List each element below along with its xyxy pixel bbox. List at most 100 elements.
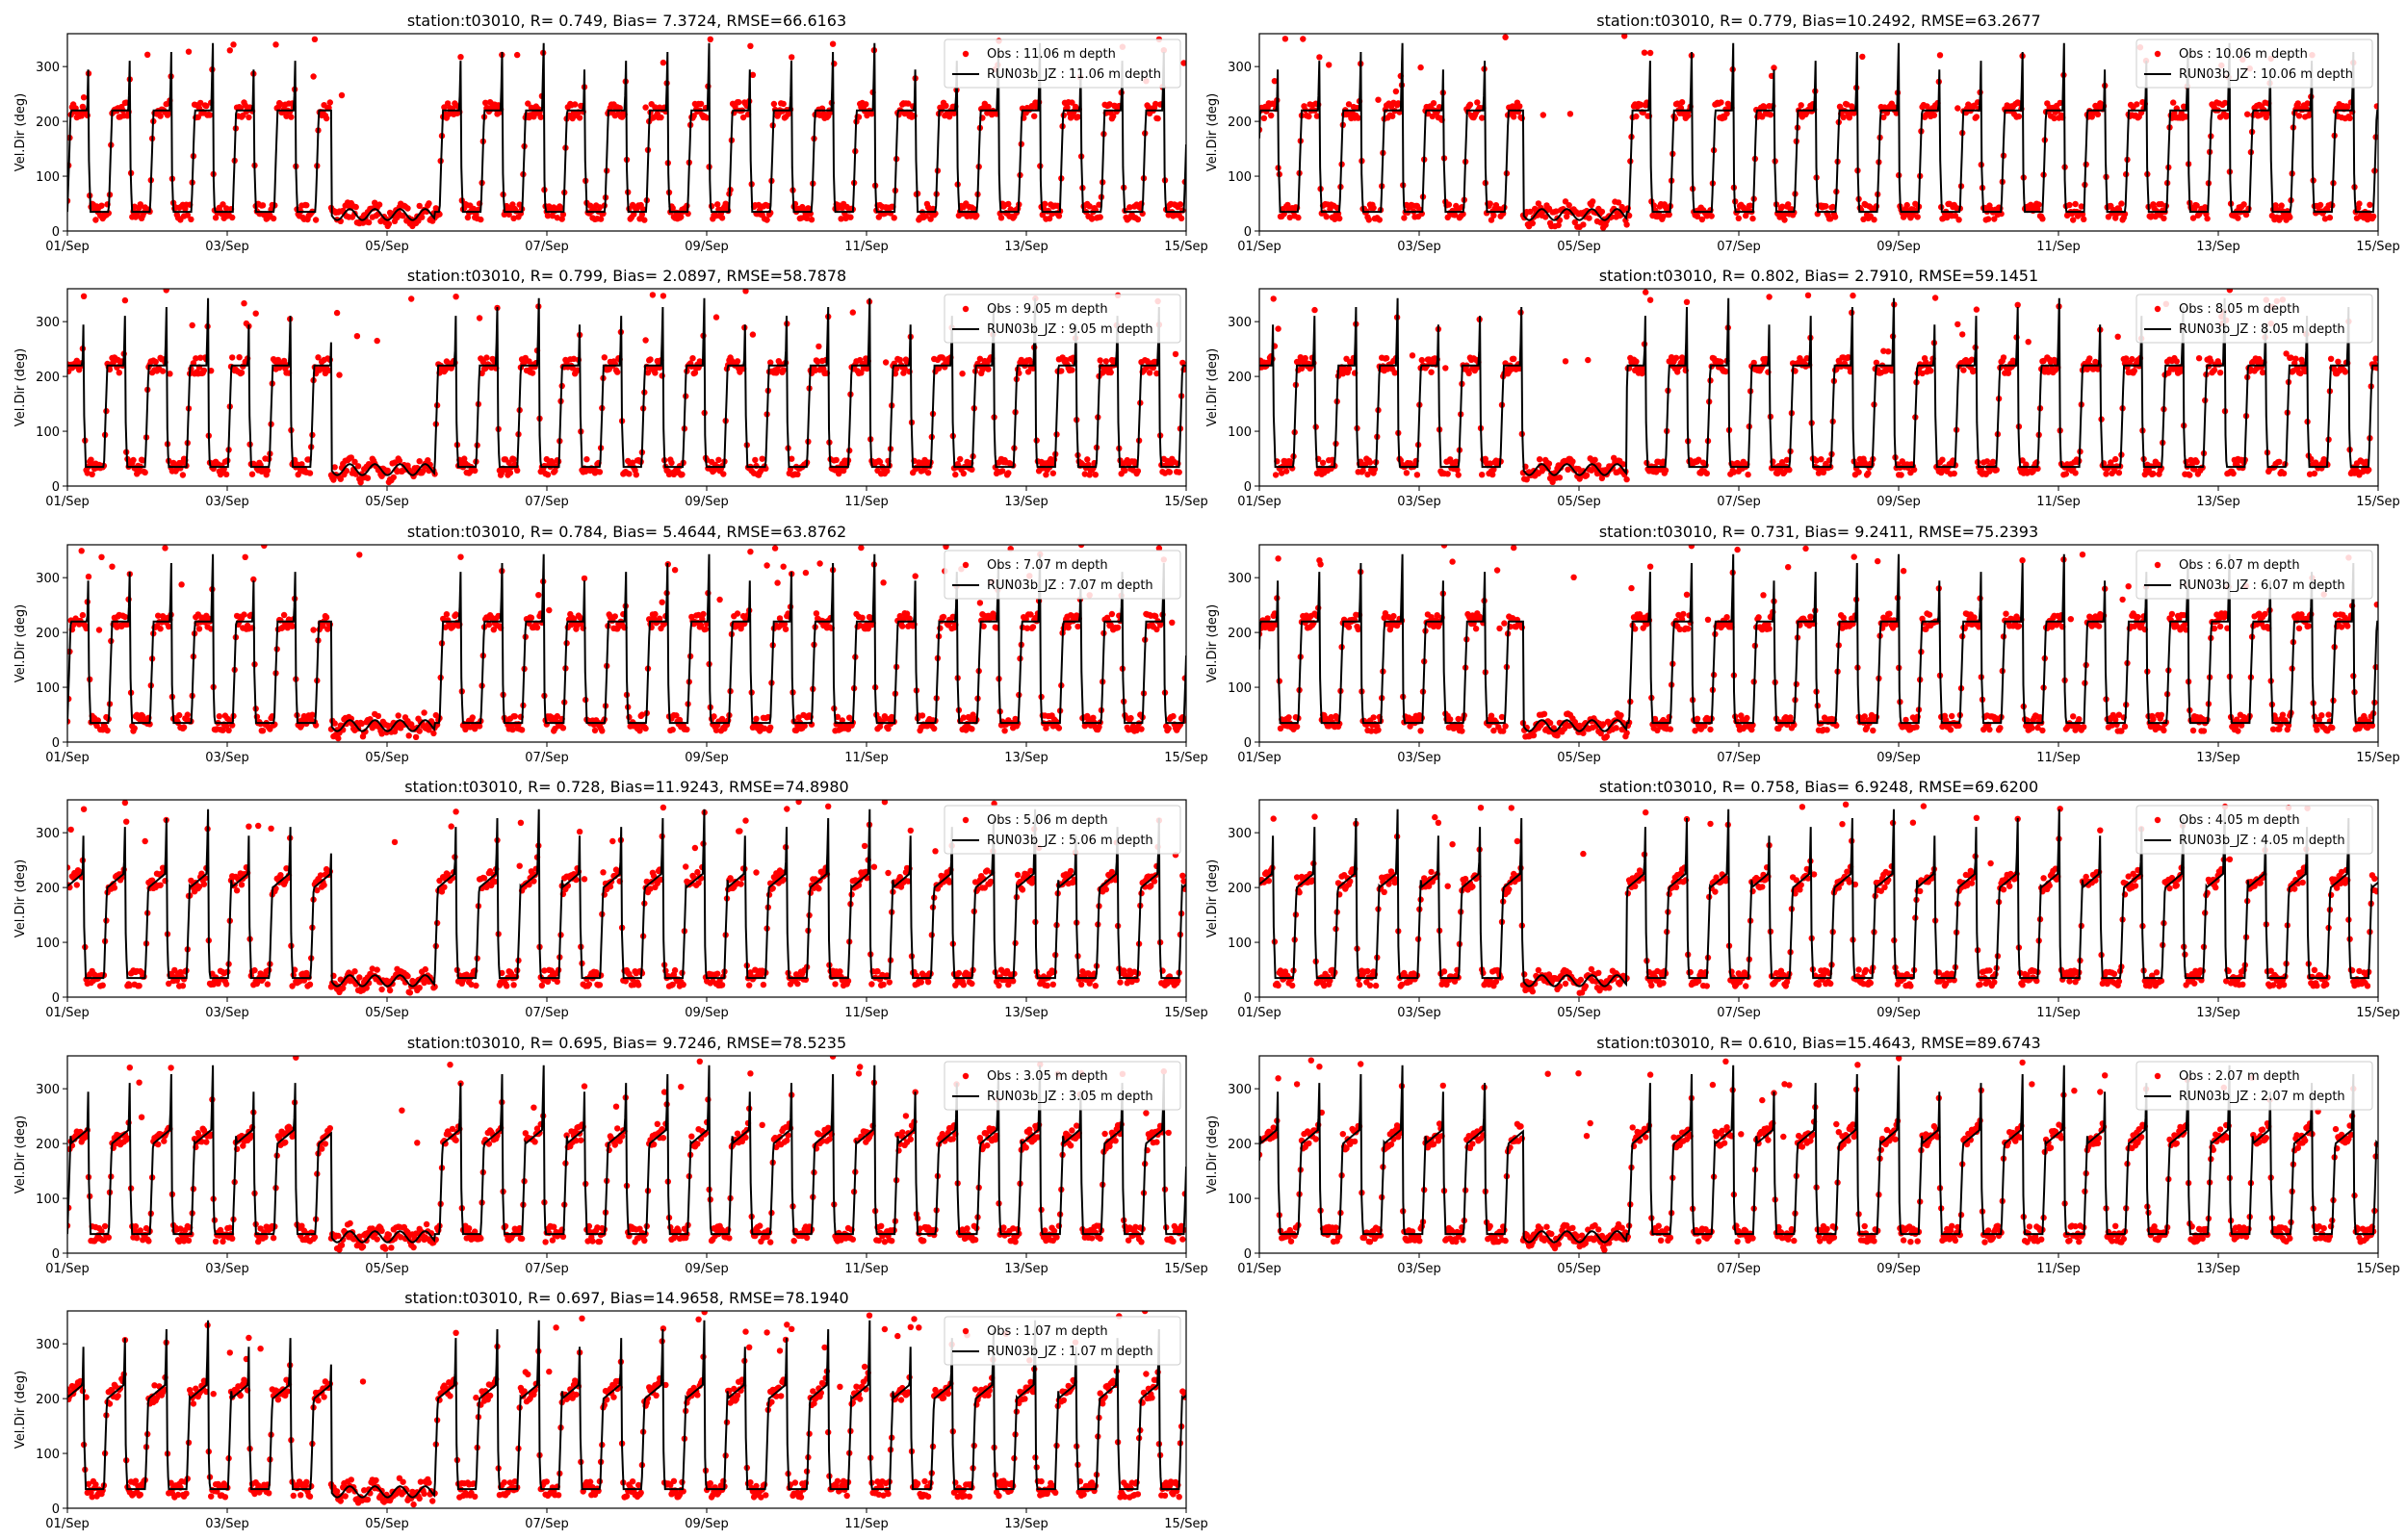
obs-point: [163, 289, 169, 294]
obs-point: [905, 100, 912, 107]
obs-point: [419, 214, 426, 220]
obs-point: [1885, 348, 1892, 355]
obs-point: [1566, 111, 1574, 117]
obs-point: [652, 610, 659, 618]
obs-point: [1781, 217, 1788, 223]
obs-point: [358, 720, 365, 727]
obs-point: [1641, 49, 1648, 56]
obs-point: [1735, 215, 1743, 221]
obs-point: [1844, 101, 1851, 108]
obs-point: [2070, 217, 2077, 223]
obs-point: [597, 216, 605, 222]
obs-point: [195, 626, 203, 632]
obs-point: [1903, 201, 1910, 209]
obs-point: [574, 367, 581, 373]
obs-point: [1153, 626, 1160, 633]
obs-point: [985, 366, 992, 372]
obs-point: [1931, 295, 1939, 301]
obs-point: [509, 726, 516, 733]
obs-point: [1623, 475, 1630, 483]
obs-point: [374, 337, 380, 345]
obs-point: [222, 205, 230, 212]
obs-point: [638, 711, 646, 718]
obs-point: [923, 723, 931, 730]
y-tick-label: 200: [1228, 371, 1252, 385]
obs-point: [1465, 370, 1472, 376]
obs-point: [557, 204, 564, 212]
obs-point: [1282, 468, 1290, 475]
obs-point: [391, 459, 399, 466]
obs-point: [1102, 358, 1110, 365]
obs-point: [1264, 615, 1271, 622]
obs-point: [697, 100, 705, 108]
obs-point: [753, 715, 760, 722]
obs-point: [1392, 88, 1400, 95]
obs-point: [2297, 370, 2304, 377]
obs-point: [472, 467, 479, 475]
obs-point: [2072, 470, 2079, 476]
obs-point: [1114, 624, 1122, 631]
model-series-line: [1259, 297, 2378, 476]
obs-point: [2211, 367, 2218, 373]
obs-point: [2072, 200, 2079, 208]
obs-point: [1176, 469, 1182, 475]
obs-point: [1479, 472, 1486, 478]
obs-point: [1049, 470, 1057, 476]
obs-point: [155, 612, 162, 619]
obs-point: [792, 727, 800, 734]
obs-point: [514, 467, 521, 474]
obs-point: [259, 728, 267, 734]
obs-point: [1389, 113, 1396, 119]
obs-point: [2235, 215, 2241, 221]
obs-point: [476, 315, 483, 321]
obs-point: [1865, 470, 1872, 476]
obs-point: [248, 471, 256, 477]
obs-point: [2278, 202, 2285, 209]
obs-point: [394, 214, 401, 220]
obs-point: [1275, 555, 1281, 562]
obs-point: [1619, 461, 1627, 468]
obs-point: [767, 724, 774, 731]
obs-point: [400, 213, 406, 219]
obs-point: [1293, 723, 1301, 731]
obs-point: [1989, 458, 1997, 465]
obs-point: [1313, 113, 1321, 119]
obs-point: [528, 104, 535, 112]
obs-point: [952, 471, 959, 478]
obs-point: [136, 468, 142, 475]
obs-point: [1097, 357, 1103, 364]
obs-point: [2051, 115, 2058, 122]
obs-point: [2242, 211, 2250, 218]
obs-point: [1914, 214, 1921, 220]
obs-point: [596, 204, 604, 211]
obs-point: [1761, 104, 1768, 111]
x-tick-label: 05/Sep: [1557, 240, 1600, 254]
obs-point: [442, 624, 449, 630]
obs-point: [1024, 369, 1032, 375]
obs-point: [1860, 216, 1867, 222]
x-tick-label: 11/Sep: [844, 240, 888, 254]
obs-point: [375, 712, 382, 720]
obs-point: [1511, 114, 1517, 120]
obs-point: [416, 202, 423, 210]
obs-point: [1451, 212, 1459, 218]
x-tick-label: 11/Sep: [2036, 240, 2080, 254]
obs-point: [384, 467, 391, 475]
obs-point: [378, 731, 385, 737]
obs-point: [1108, 610, 1116, 618]
obs-point: [326, 99, 333, 106]
obs-point: [259, 202, 267, 209]
obs-point: [1580, 221, 1587, 228]
obs-point: [689, 355, 696, 362]
obs-point: [1646, 296, 1654, 303]
obs-point: [652, 370, 659, 376]
obs-point: [2161, 215, 2167, 222]
obs-point: [2335, 358, 2342, 365]
legend-box: [2135, 294, 2373, 344]
obs-point: [469, 714, 476, 721]
obs-point: [2057, 99, 2063, 107]
obs-point: [1633, 358, 1640, 365]
legend-obs-marker: [962, 561, 970, 569]
obs-point: [476, 723, 483, 730]
